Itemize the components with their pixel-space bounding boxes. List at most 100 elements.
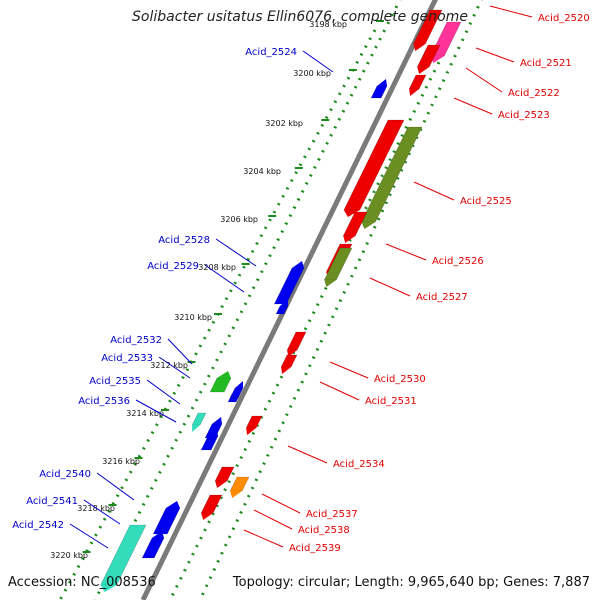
gene-acid_2532-tip <box>217 371 231 378</box>
leader-acid_2520 <box>489 5 533 18</box>
gene-features <box>100 9 462 592</box>
leader-acid_2532 <box>167 338 193 365</box>
gene-acid_2541-tip <box>152 531 164 538</box>
gene-acid_2529-tip <box>280 299 288 306</box>
gene-acid_2522 <box>408 74 427 90</box>
gene-extra-3-tip <box>324 280 337 287</box>
label-acid_2534: Acid_2534 <box>333 459 385 470</box>
topology-text: Topology: circular; Length: 9,965,640 bp… <box>232 575 590 590</box>
label-acid_2533: Acid_2533 <box>101 353 153 364</box>
gene-acid_2538-tip <box>215 481 228 488</box>
label-acid_2537: Acid_2537 <box>306 509 358 520</box>
leader-acid_2533 <box>158 356 191 379</box>
gene-acid_2535 <box>191 412 207 426</box>
dotted-track-4 <box>168 29 457 601</box>
label-acid_2532: Acid_2532 <box>110 335 162 346</box>
leader-acid_2542 <box>69 523 109 549</box>
tick-label: 3206 kbp <box>220 215 258 224</box>
leader-acid_2539 <box>243 529 284 548</box>
gene-acid_2524-tip <box>377 79 387 86</box>
tick-label: 3214 kbp <box>126 409 164 418</box>
leader-acid_2534 <box>287 445 328 464</box>
label-acid_2521: Acid_2521 <box>520 58 572 69</box>
gene-acid_2535-tip <box>192 425 201 432</box>
leader-acid_2528 <box>215 238 257 267</box>
gene-labels: Acid_2520 Acid_2521 Acid_2522 Acid_2523 Acid… <box>12 5 590 554</box>
gene-acid_2536 <box>204 423 223 439</box>
gene-acid_2525-tip <box>361 222 376 229</box>
tick-label: 3202 kbp <box>265 119 303 128</box>
leader-acid_2529 <box>204 264 245 293</box>
gene-acid_2532 <box>209 377 232 393</box>
gene-extra-1-tip <box>413 44 426 51</box>
gene-acid_2529 <box>275 305 289 315</box>
gene-acid_2539 <box>200 494 223 514</box>
label-acid_2527: Acid_2527 <box>416 292 468 303</box>
label-acid_2531: Acid_2531 <box>365 396 417 407</box>
backbone-line <box>140 0 438 602</box>
gene-acid_2527-tip <box>343 236 356 243</box>
gene-acid_2542-tip <box>100 585 117 592</box>
gene-acid_2541 <box>141 537 165 559</box>
label-acid_2539: Acid_2539 <box>289 543 341 554</box>
gene-acid_2540-tip <box>166 501 180 508</box>
gene-acid_2537-tip <box>230 491 243 498</box>
tick-label: 3200 kbp <box>293 69 331 78</box>
leader-acid_2541 <box>83 499 121 525</box>
gene-acid_2534 <box>245 415 263 429</box>
leader-acid_2526 <box>385 243 427 261</box>
tick-label: 3216 kbp <box>102 457 140 466</box>
leader-acid_2522 <box>465 67 503 93</box>
label-acid_2524: Acid_2524 <box>245 47 297 58</box>
gene-acid_2522-tip <box>409 89 420 96</box>
label-acid_2526: Acid_2526 <box>432 256 484 267</box>
accession-text: Accession: NC_008536 <box>8 575 156 590</box>
label-acid_2523: Acid_2523 <box>498 110 550 121</box>
tick-label: 3204 kbp <box>243 167 281 176</box>
tick-label: 3212 kbp <box>150 361 188 370</box>
tick-label: 3210 kbp <box>174 313 212 322</box>
tick-label: 3198 kbp <box>309 20 347 29</box>
leader-acid_2537 <box>261 493 301 514</box>
leader-acid_2525 <box>413 181 455 201</box>
gene-acid_2531 <box>280 354 298 368</box>
leader-acid_2538 <box>253 509 293 530</box>
label-acid_2522: Acid_2522 <box>508 88 560 99</box>
gene-acid_2528 <box>273 267 305 305</box>
label-acid_2520: Acid_2520 <box>538 13 590 24</box>
leader-acid_2523 <box>453 97 493 115</box>
gene-acid_2539-tip <box>201 513 214 520</box>
tick-label: 3220 kbp <box>50 551 88 560</box>
gene-acid_2524 <box>370 85 388 99</box>
leader-acid_2531 <box>319 381 360 401</box>
label-acid_2535: Acid_2535 <box>89 376 141 387</box>
gene-extra-3 <box>323 247 353 281</box>
tick-label: 3208 kbp <box>198 263 236 272</box>
gene-acid_2536-tip <box>212 417 222 424</box>
gene-acid_2520-tip <box>430 56 445 63</box>
label-acid_2528: Acid_2528 <box>158 235 210 246</box>
label-acid_2542: Acid_2542 <box>12 520 64 531</box>
label-acid_2536: Acid_2536 <box>78 396 130 407</box>
gene-acid_2534-tip <box>246 428 257 435</box>
leader-acid_2530 <box>329 361 369 379</box>
leader-acid_2540 <box>96 472 135 501</box>
map-title: Solibacter usitatus Ellin6076, complete … <box>132 9 468 25</box>
label-acid_2525: Acid_2525 <box>460 196 512 207</box>
leader-acid_2527 <box>369 277 411 297</box>
gene-acid_2537 <box>229 476 250 492</box>
gene-acid_2526-tip <box>343 210 360 217</box>
gene-acid_2521-tip <box>417 67 430 74</box>
label-acid_2540: Acid_2540 <box>39 469 91 480</box>
leader-acid_2524 <box>302 50 334 73</box>
label-acid_2541: Acid_2541 <box>26 496 78 507</box>
dotted-track-1 <box>93 0 402 601</box>
gene-acid_2530 <box>286 331 307 351</box>
gene-acid_2538 <box>214 466 235 482</box>
leader-acid_2536 <box>135 399 177 423</box>
gene-acid_2528-tip <box>292 261 304 268</box>
leader-acid_2521 <box>475 47 515 63</box>
genome-backbone <box>140 0 438 602</box>
gene-acid_2531-tip <box>281 367 292 374</box>
